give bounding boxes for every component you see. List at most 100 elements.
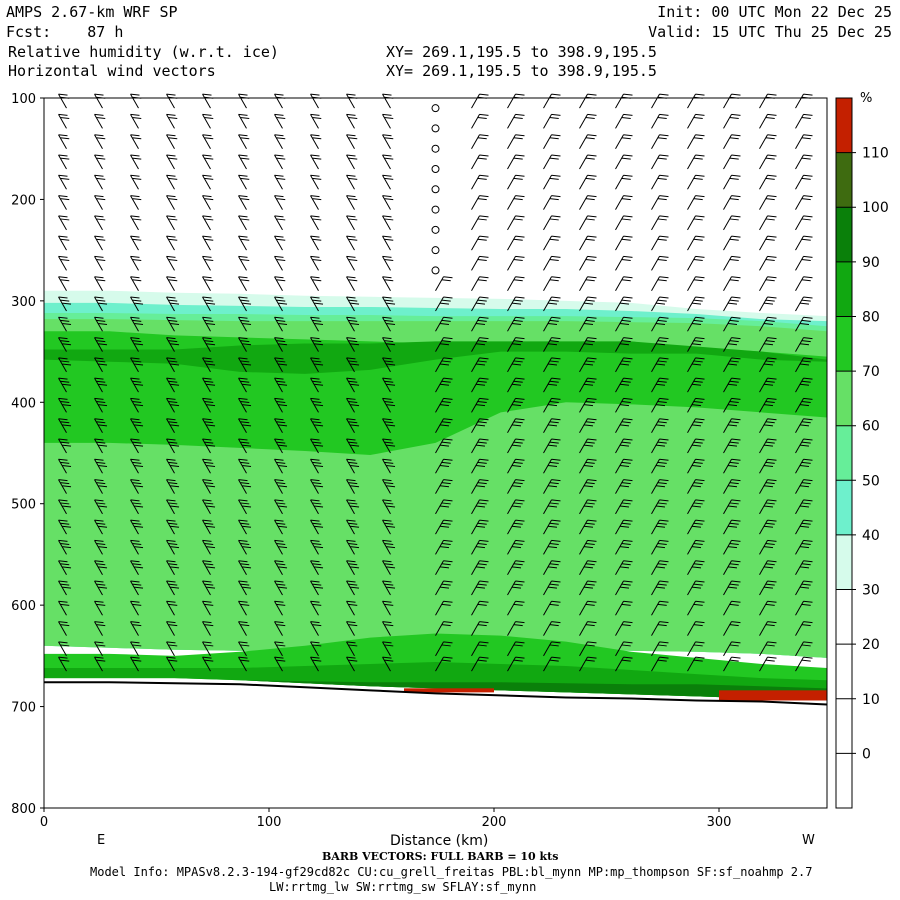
wind-barb	[759, 154, 777, 170]
wind-barb	[202, 235, 214, 251]
wind-barb	[507, 296, 525, 312]
wind-barb	[382, 539, 396, 555]
wind-barb	[615, 458, 633, 474]
wind-barb	[471, 621, 489, 636]
wind-barb	[759, 641, 777, 657]
wind-barb	[507, 357, 525, 373]
wind-barb	[238, 479, 252, 494]
wind-barb	[759, 134, 777, 149]
wind-barb	[723, 397, 741, 413]
colorbar-tick-label: 30	[862, 583, 880, 599]
wind-barb	[615, 154, 633, 170]
wind-barb	[615, 499, 633, 515]
wind-barb	[759, 255, 777, 271]
wind-barb	[543, 93, 561, 109]
wind-barb	[274, 174, 286, 190]
wind-barb	[759, 560, 777, 575]
colorbar-border	[835, 97, 853, 809]
wind-barb	[238, 134, 250, 149]
wind-barb	[543, 316, 561, 332]
wind-barb	[58, 438, 72, 454]
wind-barb	[507, 377, 525, 393]
wind-barb	[346, 113, 358, 129]
wind-barb	[130, 154, 142, 170]
y-tick-label: 400	[11, 396, 36, 411]
terrain-line	[44, 681, 828, 706]
wind-barb	[615, 255, 633, 271]
wind-barb	[435, 656, 453, 672]
wind-barb	[310, 656, 322, 672]
wind-barb	[310, 316, 324, 332]
wind-barb	[759, 438, 777, 454]
wind-barb	[759, 113, 777, 129]
wind-barb	[346, 519, 360, 535]
wind-barb	[310, 357, 324, 373]
wind-barb	[687, 235, 705, 251]
wind-barb	[274, 93, 286, 109]
wind-barb	[166, 154, 178, 170]
wind-barb	[507, 621, 525, 636]
wind-barb	[382, 357, 396, 373]
rh-band-8	[44, 678, 827, 701]
wind-barb	[130, 377, 144, 393]
wind-barb	[471, 656, 489, 672]
wind-barb	[471, 479, 489, 494]
wind-barb	[543, 134, 561, 149]
wind-barb	[687, 113, 705, 129]
wind-barb	[310, 113, 322, 129]
wind-barb	[238, 539, 252, 555]
wind-barb	[723, 255, 741, 271]
wind-barb	[687, 580, 705, 596]
wind-barb	[687, 154, 705, 170]
wind-barb	[94, 134, 106, 149]
wind-barb	[507, 418, 525, 433]
wind-barb	[759, 539, 777, 555]
wind-barb	[723, 235, 741, 251]
wind-barb	[382, 296, 396, 312]
wind-barb	[687, 134, 705, 149]
wind-barb	[543, 656, 561, 672]
wind-barb	[274, 337, 288, 352]
rh-fill-layer	[44, 290, 828, 808]
wind-barb	[687, 215, 705, 231]
wind-barb	[507, 479, 525, 494]
wind-barb	[435, 479, 453, 494]
wind-barb	[723, 195, 741, 210]
wind-barb	[202, 438, 216, 454]
wind-barb	[543, 580, 561, 596]
wind-barb	[202, 337, 216, 352]
wind-barb	[346, 539, 360, 555]
wind-barb	[202, 377, 216, 393]
wind-barb	[471, 296, 489, 312]
wind-barb	[579, 539, 597, 555]
wind-barb	[471, 580, 489, 596]
wind-barb	[238, 560, 252, 575]
wind-barb	[651, 519, 669, 535]
wind-barb	[274, 656, 286, 672]
wind-barb	[435, 438, 453, 454]
wind-barb	[202, 641, 214, 657]
wind-barb	[382, 519, 396, 535]
wind-barb	[687, 600, 705, 616]
wind-barb	[130, 539, 144, 555]
wind-barb	[507, 174, 525, 190]
xsec-endpoints-2: XY= 269.1,195.5 to 398.9,195.5	[386, 62, 657, 80]
wind-barb	[310, 337, 324, 352]
calm-wind-circle	[431, 124, 440, 133]
wind-barb	[58, 174, 70, 190]
wind-barb	[723, 276, 741, 291]
wind-barb	[94, 418, 108, 433]
wind-barb	[471, 539, 489, 555]
wind-barb	[382, 458, 396, 474]
wind-barb	[130, 519, 144, 535]
wind-barb	[543, 195, 561, 210]
wind-barb	[58, 397, 72, 413]
wind-barb	[202, 560, 216, 575]
wind-barb	[615, 621, 633, 636]
wind-barb	[615, 296, 633, 312]
wind-barb	[346, 195, 358, 210]
wind-barb	[723, 656, 741, 672]
wind-barb	[435, 397, 453, 413]
wind-barb	[435, 560, 453, 575]
rh-band-5	[44, 341, 827, 374]
